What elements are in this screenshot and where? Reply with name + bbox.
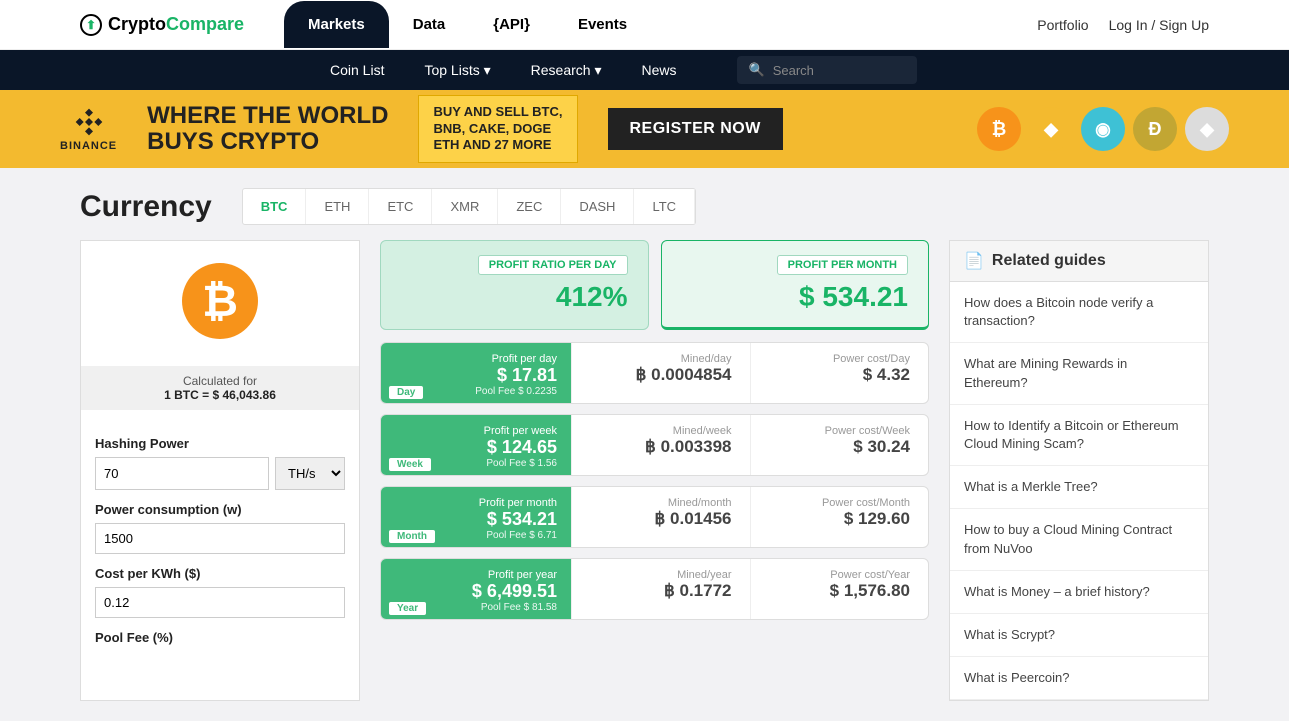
tab-zec[interactable]: ZEC xyxy=(498,189,561,224)
coin-icon: Ð xyxy=(1133,107,1177,151)
related-header: 📄 Related guides xyxy=(950,241,1208,282)
logo-icon: ⬆ xyxy=(80,14,102,36)
tab-btc[interactable]: BTC xyxy=(243,189,307,224)
tab-dash[interactable]: DASH xyxy=(561,189,634,224)
banner-brand: BINANCE xyxy=(60,106,117,152)
top-nav: ⬆ CryptoCompare Markets Data {API} Event… xyxy=(0,0,1289,50)
related-item[interactable]: What is Scrypt? xyxy=(950,614,1208,657)
profit-row: YearProfit per year$ 6,499.51Pool Fee $ … xyxy=(380,558,929,620)
register-button[interactable]: REGISTER NOW xyxy=(608,108,783,150)
results-panel: PROFIT RATIO PER DAY 412% PROFIT PER MON… xyxy=(380,240,929,701)
page-title: Currency xyxy=(80,190,212,224)
profit-row: DayProfit per day$ 17.81Pool Fee $ 0.223… xyxy=(380,342,929,404)
search-input[interactable]: 🔍 Search xyxy=(737,56,917,84)
subnav-toplists[interactable]: Top Lists ▾ xyxy=(424,62,490,79)
profit-row: MonthProfit per month$ 534.21Pool Fee $ … xyxy=(380,486,929,548)
related-item[interactable]: What are Mining Rewards in Ethereum? xyxy=(950,343,1208,404)
nav-markets[interactable]: Markets xyxy=(284,1,389,48)
banner-offer-box: BUY AND SELL BTC, BNB, CAKE, DOGE ETH AN… xyxy=(418,95,577,164)
nav-data[interactable]: Data xyxy=(389,1,470,48)
coin-icon: ◆ xyxy=(1185,107,1229,151)
nav-events[interactable]: Events xyxy=(554,1,651,48)
power-input[interactable] xyxy=(95,523,345,554)
power-label: Power consumption (w) xyxy=(95,502,345,517)
coin-icon: ₿ xyxy=(977,107,1021,151)
banner-coin-icons: ₿◆◉Ð◆ xyxy=(977,107,1229,151)
banner-brand-text: BINANCE xyxy=(60,140,117,152)
tab-xmr[interactable]: XMR xyxy=(432,189,498,224)
calculator-panel: ₿ Calculated for 1 BTC = $ 46,043.86 Has… xyxy=(80,240,360,701)
right-nav: Portfolio Log In / Sign Up xyxy=(1037,17,1209,33)
logo-text-2: Compare xyxy=(166,14,244,35)
search-placeholder: Search xyxy=(773,63,814,78)
main-nav: Markets Data {API} Events xyxy=(284,1,651,48)
subnav-news[interactable]: News xyxy=(641,62,676,79)
hashing-label: Hashing Power xyxy=(95,436,345,451)
calc-for-label: Calculated for xyxy=(89,374,351,388)
hashing-unit-select[interactable]: TH/s xyxy=(275,457,345,490)
tab-eth[interactable]: ETH xyxy=(306,189,369,224)
subnav-coinlist[interactable]: Coin List xyxy=(330,62,384,79)
related-item[interactable]: How does a Bitcoin node verify a transac… xyxy=(950,282,1208,343)
profit-row: WeekProfit per week$ 124.65Pool Fee $ 1.… xyxy=(380,414,929,476)
subnav-research[interactable]: Research ▾ xyxy=(531,62,602,79)
banner-headline: WHERE THE WORLD BUYS CRYPTO xyxy=(147,103,388,156)
search-icon: 🔍 xyxy=(749,62,765,78)
related-item[interactable]: What is a Merkle Tree? xyxy=(950,466,1208,509)
profit-ratio-card: PROFIT RATIO PER DAY 412% xyxy=(380,240,649,330)
tab-etc[interactable]: ETC xyxy=(369,189,432,224)
cost-input[interactable] xyxy=(95,587,345,618)
poolfee-label: Pool Fee (%) xyxy=(95,630,345,645)
related-item[interactable]: What is Money – a brief history? xyxy=(950,571,1208,614)
document-icon: 📄 xyxy=(964,251,984,271)
binance-icon xyxy=(73,106,105,138)
bitcoin-icon: ₿ xyxy=(180,261,260,341)
related-item[interactable]: How to buy a Cloud Mining Contract from … xyxy=(950,509,1208,570)
nav-login[interactable]: Log In / Sign Up xyxy=(1109,17,1209,33)
related-guides-panel: 📄 Related guides How does a Bitcoin node… xyxy=(949,240,1209,701)
cost-label: Cost per KWh ($) xyxy=(95,566,345,581)
currency-tabs: BTCETHETCXMRZECDASHLTC xyxy=(242,188,696,225)
site-logo[interactable]: ⬆ CryptoCompare xyxy=(80,14,244,36)
promo-banner: BINANCE WHERE THE WORLD BUYS CRYPTO BUY … xyxy=(0,90,1289,168)
coin-icon: ◉ xyxy=(1081,107,1125,151)
calc-rate: 1 BTC = $ 46,043.86 xyxy=(89,388,351,402)
nav-api[interactable]: {API} xyxy=(469,1,554,48)
related-item[interactable]: How to Identify a Bitcoin or Ethereum Cl… xyxy=(950,405,1208,466)
sub-nav: Coin List Top Lists ▾ Research ▾ News 🔍 … xyxy=(0,50,1289,90)
coin-icon: ◆ xyxy=(1029,107,1073,151)
svg-text:₿: ₿ xyxy=(202,277,238,326)
logo-text-1: Crypto xyxy=(108,14,166,35)
profit-month-card: PROFIT PER MONTH $ 534.21 xyxy=(661,240,930,330)
nav-portfolio[interactable]: Portfolio xyxy=(1037,17,1088,33)
tab-ltc[interactable]: LTC xyxy=(634,189,695,224)
hashing-input[interactable] xyxy=(95,457,269,490)
